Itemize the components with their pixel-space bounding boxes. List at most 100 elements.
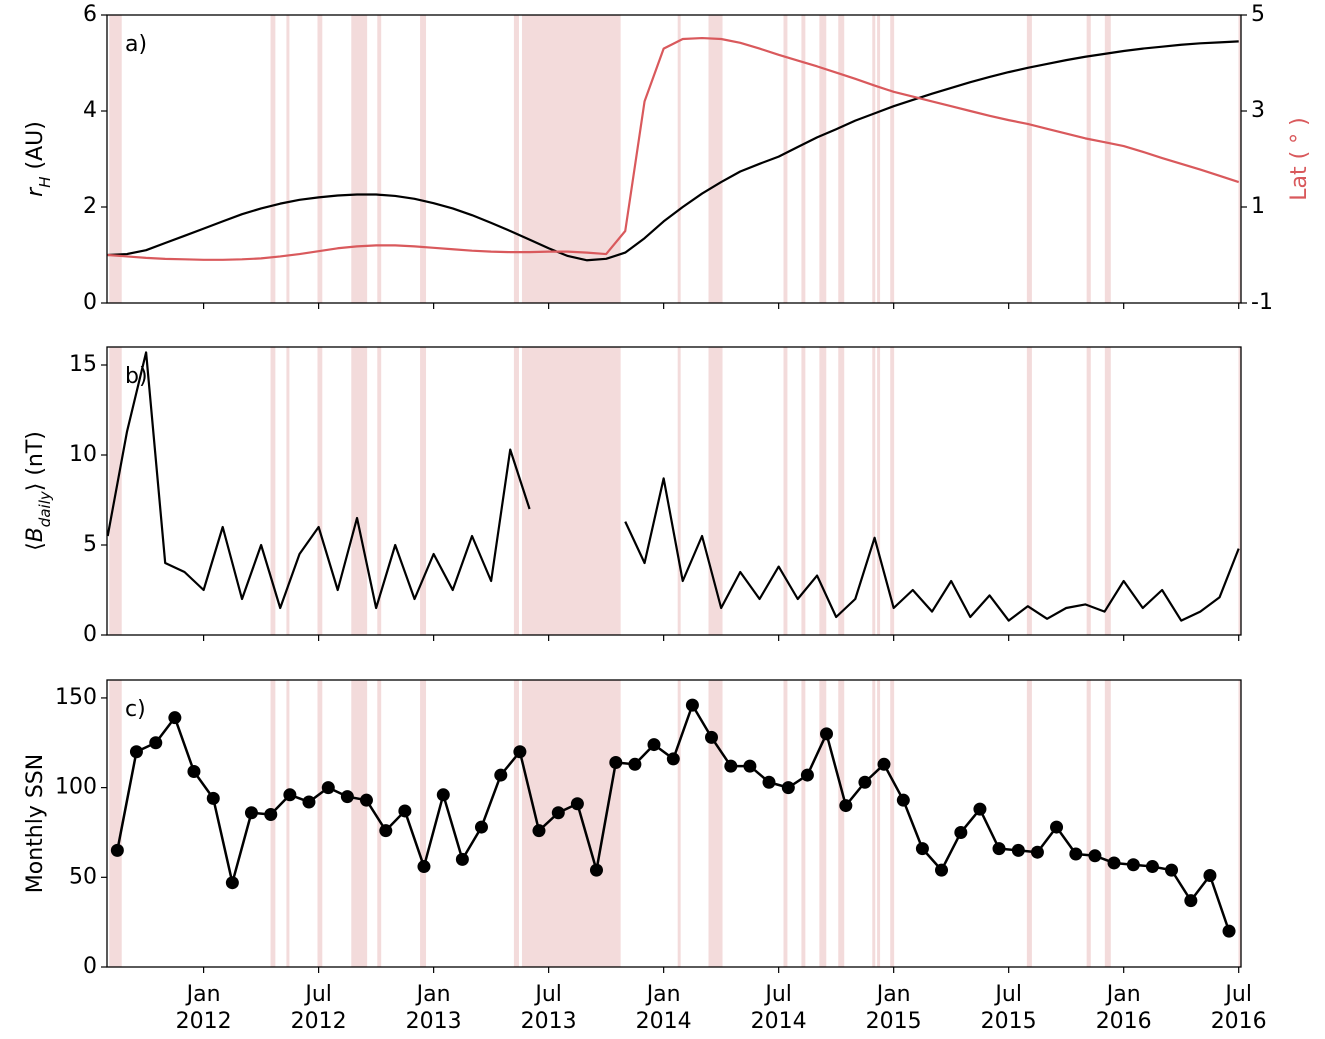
data-point [1088, 849, 1102, 863]
shaded-interval [521, 15, 621, 303]
data-point [110, 843, 124, 857]
shaded-interval [109, 15, 122, 303]
shaded-interval [890, 15, 895, 303]
data-point [129, 745, 143, 759]
shaded-interval [351, 15, 368, 303]
data-point [1069, 847, 1083, 861]
series-line [107, 40, 1239, 262]
data-point [589, 863, 603, 877]
shaded-interval [890, 347, 895, 635]
shaded-interval [270, 347, 276, 635]
shaded-interval [1238, 347, 1241, 635]
x-tick-label: Jan [1105, 982, 1141, 1007]
shaded-interval [819, 15, 827, 303]
y-label-part: B [23, 527, 48, 542]
x-tick-label: Jul [533, 982, 562, 1007]
shaded-interval [872, 347, 876, 635]
shaded-interval [286, 680, 290, 967]
shaded-interval [783, 347, 788, 635]
shaded-interval [1086, 15, 1091, 303]
data-point [666, 752, 680, 766]
data-point [1203, 869, 1217, 883]
shaded-interval [286, 347, 290, 635]
data-point [1011, 843, 1025, 857]
data-point [283, 788, 297, 802]
y-tick-label: 5 [83, 532, 97, 557]
shaded-interval [377, 15, 382, 303]
shaded-interval [877, 680, 881, 967]
shaded-interval [801, 680, 806, 967]
panel-label: b) [125, 364, 148, 389]
data-point [800, 768, 814, 782]
data-point [302, 795, 316, 809]
shaded-interval [838, 347, 845, 635]
x-tick-label: 2012 [291, 1009, 347, 1034]
y-tick-label: 50 [69, 864, 97, 889]
shaded-interval [377, 680, 382, 967]
y-tick-label: 15 [69, 352, 97, 377]
shaded-interval [513, 15, 519, 303]
plot-frame [106, 346, 1242, 636]
data-point [398, 804, 412, 818]
data-point [609, 756, 623, 770]
y2-label: Lat ( ° ) [1287, 117, 1312, 201]
data-point [1145, 860, 1159, 874]
shaded-interval [513, 347, 519, 635]
data-point [973, 802, 987, 816]
shaded-interval [317, 347, 323, 635]
data-point [1165, 863, 1179, 877]
data-point [839, 799, 853, 813]
data-point [168, 711, 182, 725]
x-tick-label: 2013 [406, 1009, 462, 1034]
shaded-interval [1238, 680, 1241, 967]
shaded-interval [1086, 347, 1091, 635]
shaded-interval [1238, 15, 1241, 303]
y2-tick-label: 3 [1251, 98, 1265, 123]
x-tick-label: Jan [185, 982, 221, 1007]
y2-tick-label: 5 [1251, 2, 1265, 27]
data-point [570, 797, 584, 811]
data-point [206, 791, 220, 805]
x-tick-label: 2013 [521, 1009, 577, 1034]
shaded-interval [270, 15, 276, 303]
shaded-interval [377, 347, 382, 635]
x-tick-label: 2015 [866, 1009, 922, 1034]
data-point [379, 824, 393, 838]
x-tick-label: 2014 [636, 1009, 692, 1034]
shaded-interval [420, 15, 427, 303]
x-tick-label: 2014 [751, 1009, 807, 1034]
y-label-part: r [23, 186, 48, 197]
data-point [149, 736, 163, 750]
data-point [1184, 894, 1198, 908]
data-point [1030, 845, 1044, 859]
data-point [1222, 924, 1236, 938]
data-point [513, 745, 527, 759]
y-tick-label: 100 [55, 775, 97, 800]
data-point [436, 788, 450, 802]
shaded-interval [801, 15, 806, 303]
x-tick-label: Jan [645, 982, 681, 1007]
series-line [107, 351, 1240, 622]
shaded-interval [783, 15, 788, 303]
x-tick-label: Jul [763, 982, 792, 1007]
panel: 050100150Jan2012Jul2012Jan2013Jul2013Jan… [23, 679, 1267, 1034]
shaded-interval [420, 347, 427, 635]
shaded-interval [351, 680, 368, 967]
y-tick-label: 4 [83, 98, 97, 123]
data-point [935, 863, 949, 877]
shaded-interval [317, 15, 323, 303]
y-tick-label: 0 [83, 954, 97, 979]
shaded-interval [286, 15, 290, 303]
shaded-interval [838, 680, 845, 967]
shaded-interval [351, 347, 368, 635]
shaded-interval [838, 15, 845, 303]
shaded-interval [1104, 680, 1111, 967]
data-point [532, 824, 546, 838]
data-point [685, 698, 699, 712]
data-point [225, 876, 239, 890]
data-point [762, 775, 776, 789]
x-tick-label: 2016 [1096, 1009, 1152, 1034]
data-point [743, 759, 757, 773]
data-point [877, 757, 891, 771]
data-point [1107, 856, 1121, 870]
